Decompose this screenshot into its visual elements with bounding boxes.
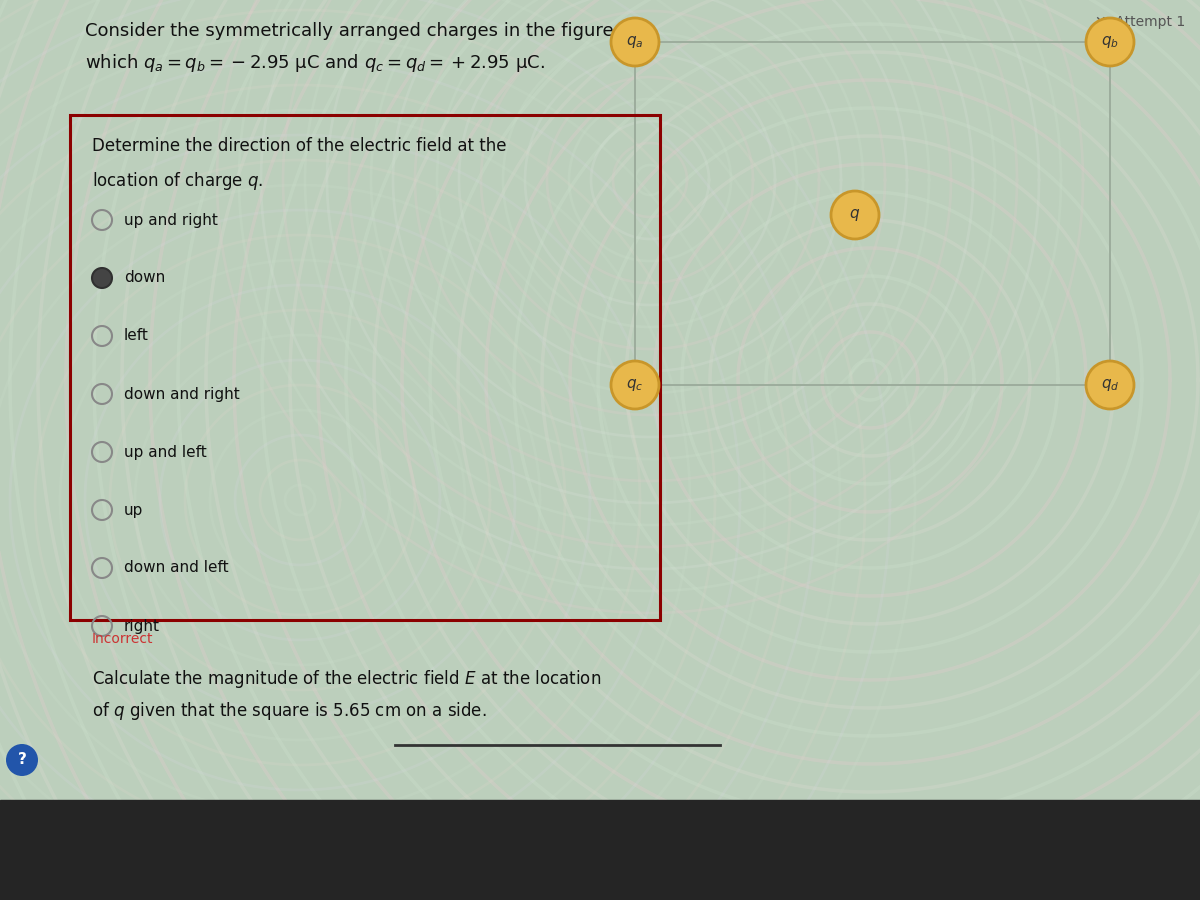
Text: left: left xyxy=(124,328,149,344)
Text: $q$: $q$ xyxy=(850,207,860,223)
Text: up and right: up and right xyxy=(124,212,218,228)
Text: Consider the symmetrically arranged charges in the figure, in: Consider the symmetrically arranged char… xyxy=(85,22,642,40)
Text: ?: ? xyxy=(18,752,26,768)
Text: $q_a$: $q_a$ xyxy=(626,34,643,50)
Circle shape xyxy=(830,191,878,239)
Text: $q_d$: $q_d$ xyxy=(1100,377,1120,393)
Text: Incorrect: Incorrect xyxy=(92,632,154,646)
Text: up and left: up and left xyxy=(124,445,206,460)
Text: Determine the direction of the electric field at the: Determine the direction of the electric … xyxy=(92,137,506,155)
Text: ✕  Attempt 1: ✕ Attempt 1 xyxy=(1094,15,1186,29)
Circle shape xyxy=(6,744,38,776)
Text: $q_b$: $q_b$ xyxy=(1102,34,1118,50)
Bar xyxy=(0,800,1200,900)
Circle shape xyxy=(92,268,112,288)
Circle shape xyxy=(1086,361,1134,409)
Text: Calculate the magnitude of the electric field $E$ at the location: Calculate the magnitude of the electric … xyxy=(92,668,601,690)
Text: down and right: down and right xyxy=(124,386,240,401)
Text: location of charge $q$.: location of charge $q$. xyxy=(92,170,263,192)
Circle shape xyxy=(1086,18,1134,66)
Text: down and left: down and left xyxy=(124,561,229,575)
Text: of $q$ given that the square is 5.65 cm on a side.: of $q$ given that the square is 5.65 cm … xyxy=(92,700,487,722)
Text: $q_c$: $q_c$ xyxy=(626,377,643,393)
Circle shape xyxy=(611,361,659,409)
Circle shape xyxy=(611,18,659,66)
Text: up: up xyxy=(124,502,143,518)
Text: down: down xyxy=(124,271,166,285)
Text: which $q_a = q_b = -2.95$ µC and $q_c = q_d = +2.95$ µC.: which $q_a = q_b = -2.95$ µC and $q_c = … xyxy=(85,52,545,74)
Bar xyxy=(70,115,660,620)
Text: right: right xyxy=(124,618,160,634)
